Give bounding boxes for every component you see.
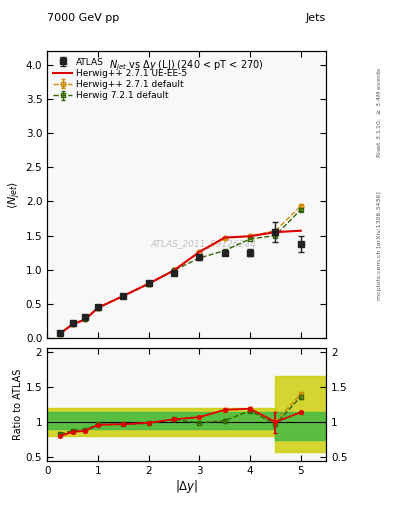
Herwig++ 2.7.1 UE-EE-5 [197, 249, 202, 255]
Line: Herwig++ 2.7.1 UE-EE-5: Herwig++ 2.7.1 UE-EE-5 [60, 231, 301, 334]
Herwig++ 2.7.1 UE-EE-5 [70, 322, 75, 328]
Herwig++ 2.7.1 UE-EE-5 [83, 316, 88, 323]
Herwig++ 2.7.1 UE-EE-5 [57, 331, 62, 337]
Herwig++ 2.7.1 UE-EE-5 [222, 234, 227, 241]
X-axis label: $|\Delta y|$: $|\Delta y|$ [175, 478, 198, 496]
Herwig++ 2.7.1 UE-EE-5 [146, 281, 151, 287]
Herwig++ 2.7.1 UE-EE-5 [248, 233, 252, 239]
Herwig++ 2.7.1 UE-EE-5 [95, 305, 100, 311]
Y-axis label: $\langle N_{jet}\rangle$: $\langle N_{jet}\rangle$ [7, 180, 23, 209]
Text: Jets: Jets [306, 13, 326, 23]
Text: ATLAS_2011_S9126244: ATLAS_2011_S9126244 [151, 239, 256, 248]
Herwig++ 2.7.1 UE-EE-5 [172, 267, 176, 273]
Herwig++ 2.7.1 UE-EE-5 [298, 228, 303, 234]
Text: 7000 GeV pp: 7000 GeV pp [47, 13, 119, 23]
Legend: ATLAS, Herwig++ 2.7.1 UE-EE-5, Herwig++ 2.7.1 default, Herwig 7.2.1 default: ATLAS, Herwig++ 2.7.1 UE-EE-5, Herwig++ … [51, 56, 189, 102]
Text: $N_{jet}$ vs $\Delta y$ (LJ) (240 < pT < 270): $N_{jet}$ vs $\Delta y$ (LJ) (240 < pT <… [109, 58, 264, 73]
Herwig++ 2.7.1 UE-EE-5 [273, 229, 278, 235]
Y-axis label: Ratio to ATLAS: Ratio to ATLAS [13, 369, 23, 440]
Herwig++ 2.7.1 UE-EE-5 [121, 293, 126, 299]
Text: mcplots.cern.ch [arXiv:1306.3436]: mcplots.cern.ch [arXiv:1306.3436] [377, 191, 382, 300]
Text: Rivet 3.1.10, $\geq$ 3.4M events: Rivet 3.1.10, $\geq$ 3.4M events [375, 67, 383, 158]
